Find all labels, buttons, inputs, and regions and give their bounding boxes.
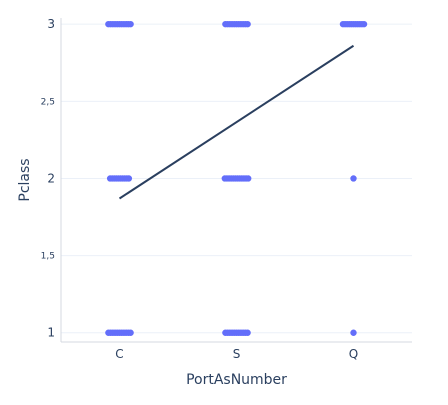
trendline — [118, 44, 355, 200]
y-tick-label: 1 — [47, 326, 55, 340]
axes — [60, 18, 412, 343]
y-tick-label: 1,5 — [41, 252, 55, 262]
data-point — [125, 175, 133, 182]
data-point — [127, 20, 134, 28]
data-point — [245, 175, 252, 182]
y-tick-label: 3 — [47, 17, 55, 31]
x-axis-title: PortAsNumber — [186, 372, 287, 388]
y-tick-label: 2,5 — [41, 97, 55, 107]
x-tick-label: C — [115, 347, 123, 361]
data-point — [350, 175, 357, 182]
data-points — [105, 20, 368, 336]
x-tick-label: Q — [349, 347, 358, 361]
y-tick-label: 2 — [47, 171, 55, 185]
y-tick-labels: 1 1,5 2 2,5 3 — [41, 17, 55, 340]
data-point — [350, 329, 357, 336]
trendline-group — [118, 44, 355, 200]
data-point — [244, 329, 251, 336]
x-tick-label: S — [233, 347, 241, 361]
data-point — [360, 20, 368, 28]
data-point — [244, 20, 251, 28]
y-axis-title: Pclass — [17, 158, 33, 201]
data-point — [127, 329, 134, 336]
